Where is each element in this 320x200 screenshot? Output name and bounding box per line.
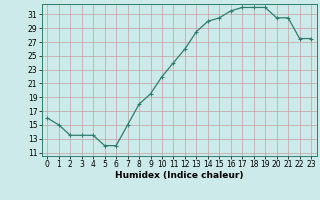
X-axis label: Humidex (Indice chaleur): Humidex (Indice chaleur) (115, 171, 244, 180)
